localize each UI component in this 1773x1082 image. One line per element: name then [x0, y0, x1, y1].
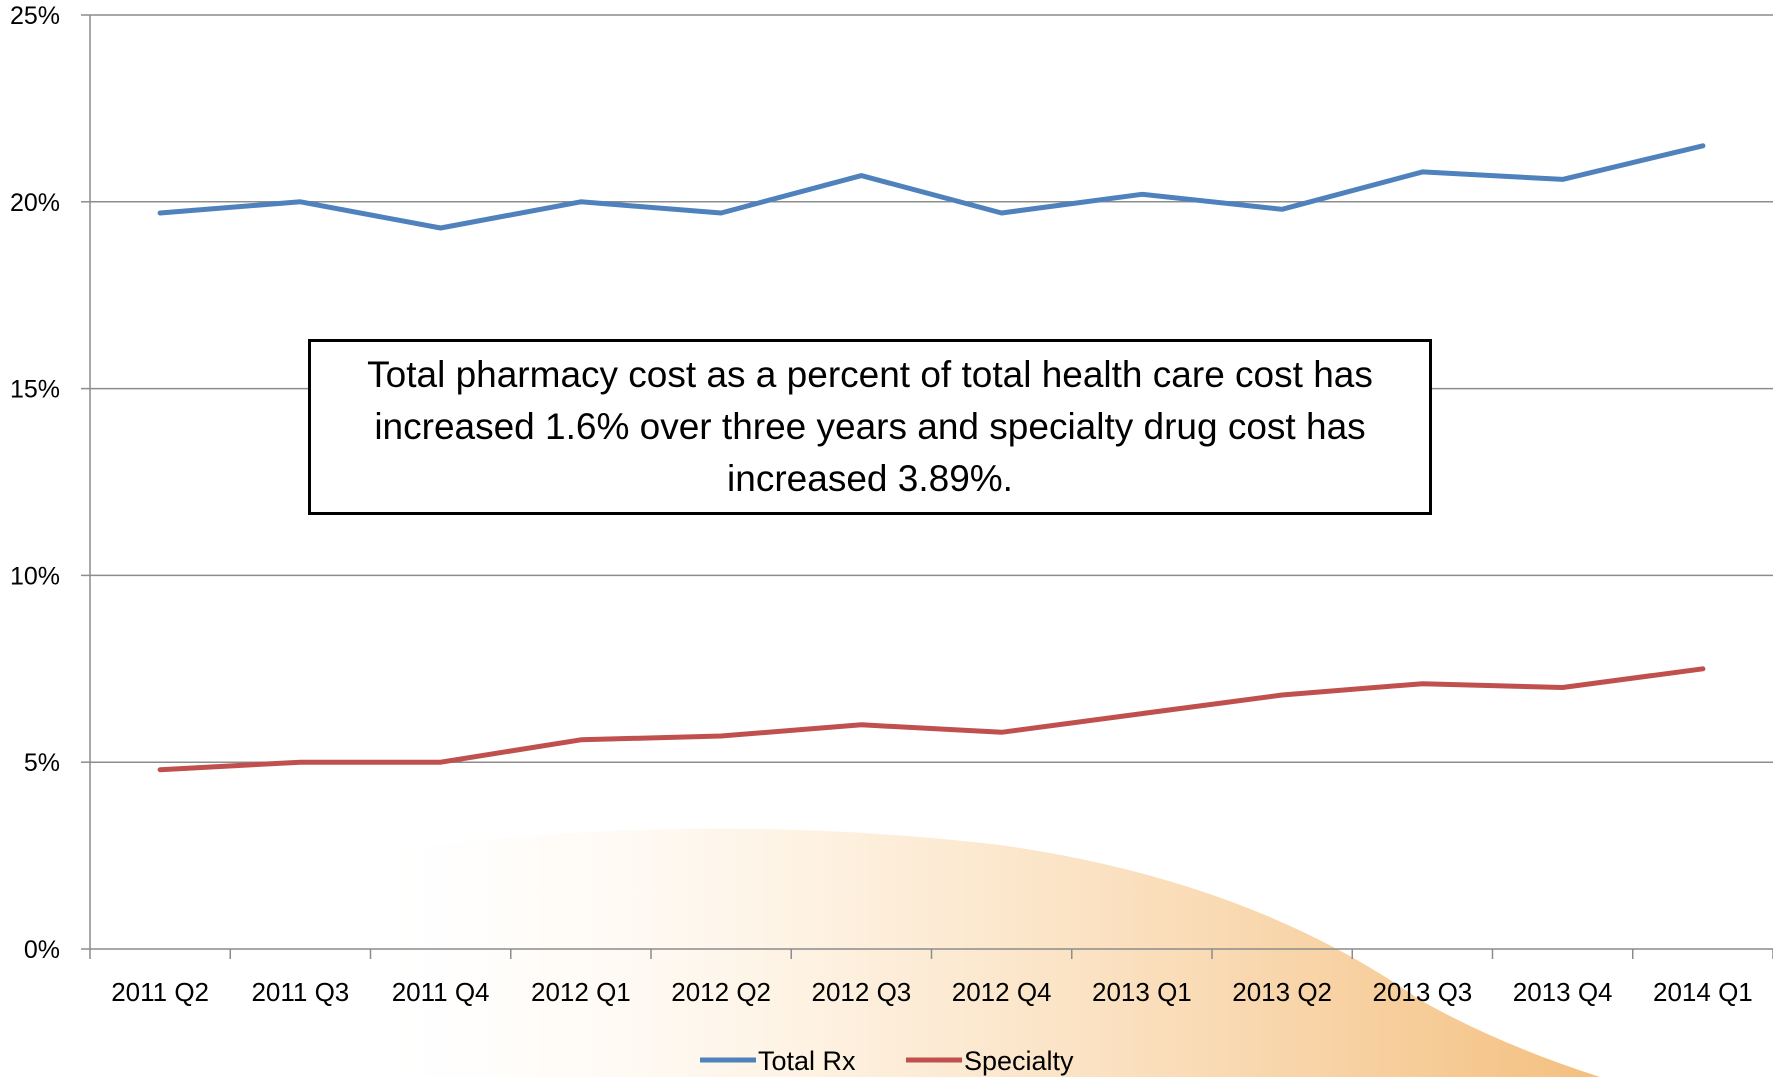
y-tick-label: 10%	[10, 562, 60, 590]
series-line-total-rx	[160, 146, 1703, 228]
x-tick-label: 2012 Q1	[531, 977, 631, 1007]
x-tick-label: 2013 Q1	[1092, 977, 1192, 1007]
x-tick-label: 2013 Q4	[1513, 977, 1613, 1007]
background-decoration	[395, 829, 1600, 1077]
annotation-box: Total pharmacy cost as a percent of tota…	[308, 339, 1432, 515]
x-tick-label: 2011 Q3	[251, 977, 349, 1007]
x-tick-label: 2014 Q1	[1653, 977, 1753, 1007]
legend-label: Total Rx	[758, 1046, 856, 1076]
y-tick-label: 5%	[24, 749, 60, 777]
x-tick-label: 2012 Q3	[812, 977, 912, 1007]
x-tick-label: 2013 Q2	[1232, 977, 1332, 1007]
legend-label: Specialty	[964, 1046, 1074, 1076]
y-tick-label: 15%	[10, 376, 60, 404]
x-tick-label: 2012 Q2	[671, 977, 771, 1007]
series-line-specialty	[160, 669, 1703, 770]
y-tick-label: 25%	[10, 2, 60, 30]
x-tick-label: 2011 Q4	[392, 977, 490, 1007]
x-tick-label: 2012 Q4	[952, 977, 1052, 1007]
y-tick-label: 20%	[10, 189, 60, 217]
x-tick-label: 2011 Q2	[111, 977, 209, 1007]
y-tick-label: 0%	[24, 936, 60, 964]
x-tick-label: 2013 Q3	[1373, 977, 1473, 1007]
annotation-text: Total pharmacy cost as a percent of tota…	[329, 349, 1411, 505]
